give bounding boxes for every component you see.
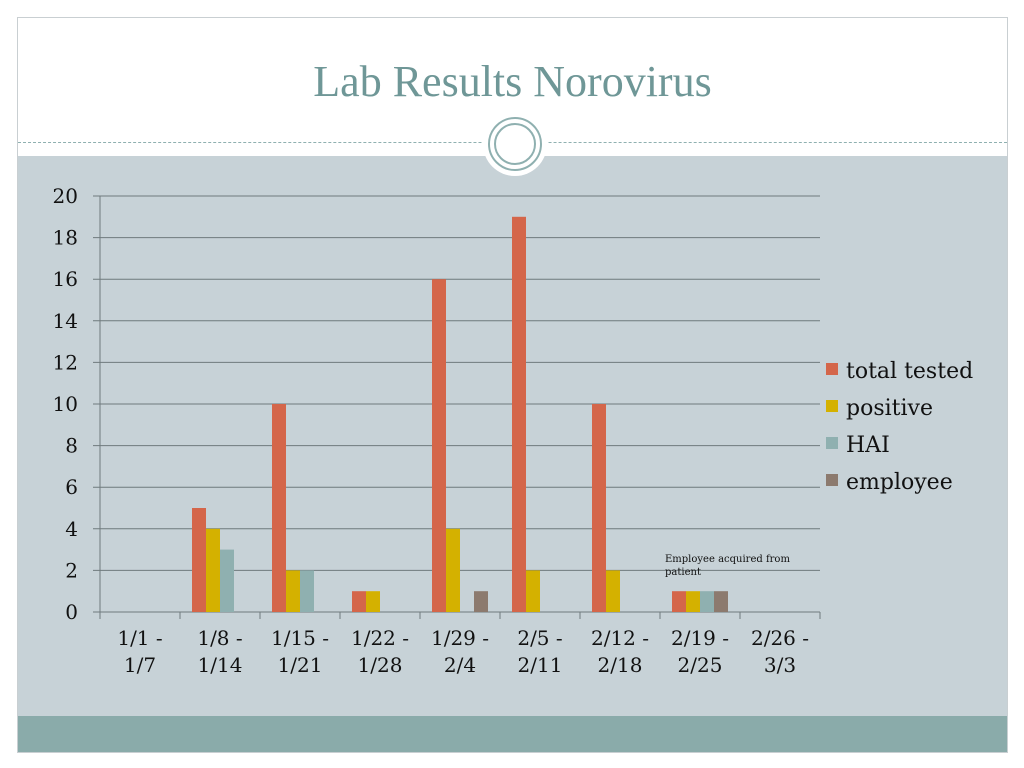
x-tick-label: 1/14 — [198, 653, 243, 677]
bar — [526, 570, 540, 612]
bar — [592, 404, 606, 612]
legend-label: positive — [846, 396, 933, 421]
y-tick-label: 4 — [65, 517, 78, 541]
y-tick-label: 8 — [65, 434, 78, 458]
x-tick-label: 2/5 - — [517, 626, 562, 650]
x-tick-label: 1/15 - — [271, 626, 329, 650]
slide: Lab Results Norovirus — [17, 17, 1008, 753]
bar — [432, 279, 446, 612]
x-tick-label: 3/3 — [764, 653, 796, 677]
y-tick-label: 12 — [53, 350, 78, 374]
bar — [286, 570, 300, 612]
legend-label: total tested — [846, 359, 973, 384]
circle-ornament-icon — [483, 112, 547, 176]
y-tick-label: 10 — [53, 392, 78, 416]
bar — [446, 528, 460, 612]
bar — [512, 216, 526, 613]
y-tick-label: 0 — [65, 600, 78, 624]
bar — [192, 508, 206, 612]
bar — [300, 570, 314, 612]
bar — [672, 591, 686, 612]
x-tick-label: 2/25 — [678, 653, 723, 677]
bar — [272, 404, 286, 612]
legend-swatch — [826, 400, 838, 412]
ornament-inner-ring — [494, 123, 536, 165]
bar — [606, 570, 620, 612]
x-tick-label: 2/18 — [598, 653, 643, 677]
slide-title: Lab Results Norovirus — [313, 57, 712, 106]
legend-label: employee — [846, 470, 953, 495]
x-tick-label: 1/29 - — [431, 626, 489, 650]
x-tick-label: 1/7 — [124, 653, 156, 677]
y-tick-label: 18 — [53, 226, 78, 250]
y-tick-label: 2 — [65, 558, 78, 582]
x-tick-label: 1/1 - — [117, 626, 162, 650]
x-tick-label: 1/22 - — [351, 626, 409, 650]
x-tick-label: 1/21 — [278, 653, 323, 677]
bar — [474, 591, 488, 612]
bar — [714, 591, 728, 612]
bar — [700, 591, 714, 612]
y-tick-label: 20 — [53, 184, 78, 208]
legend-swatch — [826, 474, 838, 486]
x-tick-label: 1/8 - — [197, 626, 242, 650]
x-tick-label: 2/19 - — [671, 626, 729, 650]
bar — [206, 528, 220, 612]
bar — [352, 591, 366, 612]
legend-label: HAI — [846, 433, 890, 458]
chart-annotation: Employee acquired from — [665, 554, 790, 565]
x-tick-label: 2/11 — [518, 653, 563, 677]
legend-swatch — [826, 437, 838, 449]
footer-band — [18, 716, 1007, 752]
ornament-outer-ring — [488, 117, 542, 171]
y-tick-label: 16 — [53, 267, 78, 291]
chart-annotation: patient — [665, 567, 701, 578]
x-tick-label: 2/26 - — [751, 626, 809, 650]
bar — [686, 591, 700, 612]
legend-swatch — [826, 363, 838, 375]
y-tick-label: 14 — [53, 309, 78, 333]
bar — [366, 591, 380, 612]
x-tick-label: 2/4 — [444, 653, 476, 677]
x-tick-label: 2/12 - — [591, 626, 649, 650]
bar — [220, 549, 234, 612]
y-tick-label: 6 — [65, 475, 78, 499]
x-tick-label: 1/28 — [358, 653, 403, 677]
